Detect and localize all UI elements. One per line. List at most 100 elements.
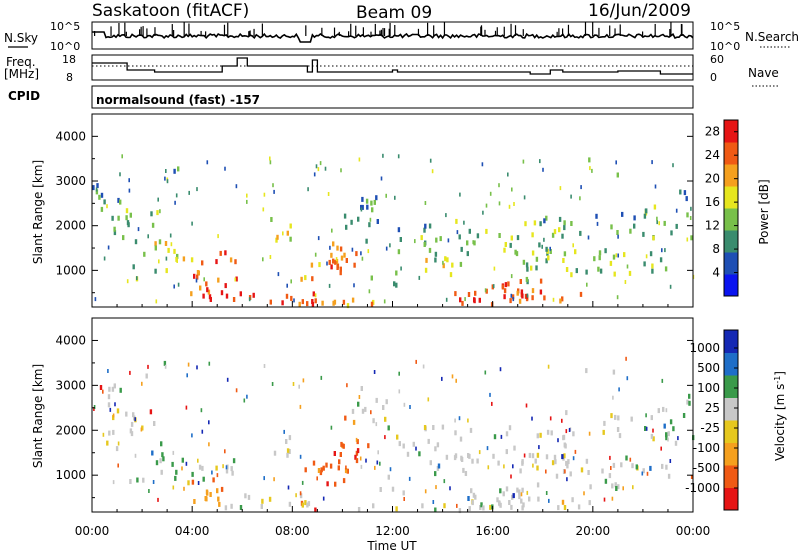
power-cell — [334, 259, 337, 265]
velocity-cell — [342, 478, 346, 484]
power-cell — [154, 268, 157, 274]
velocity-cell — [377, 450, 379, 455]
velocity-cbar-segment — [724, 397, 738, 421]
velocity-cell — [580, 467, 584, 473]
power-cell — [617, 253, 619, 258]
velocity-cell — [108, 430, 111, 436]
power-cell — [203, 277, 205, 282]
power-cell — [559, 298, 562, 304]
velocity-cell — [500, 434, 503, 439]
xtick-label: 12:00 — [375, 524, 410, 538]
power-cell — [176, 259, 178, 263]
power-cell — [643, 213, 647, 219]
power-cbar-tick-label: 16 — [705, 195, 720, 209]
power-cell — [314, 252, 317, 257]
power-cell — [658, 221, 660, 226]
velocity-cell — [329, 463, 333, 469]
power-cell — [190, 257, 194, 263]
power-cell — [333, 299, 337, 305]
power-cell — [579, 291, 583, 297]
power-cell — [525, 276, 529, 282]
power-cell — [509, 242, 512, 248]
velocity-cell — [384, 416, 387, 422]
velocity-cell — [429, 460, 432, 466]
power-cell — [530, 265, 533, 271]
power-cell — [473, 298, 476, 304]
power-cell — [182, 256, 186, 262]
power-cell — [310, 262, 314, 268]
power-cell — [424, 267, 428, 273]
power-cell — [442, 263, 445, 269]
velocity-cell — [243, 398, 246, 403]
power-cell — [523, 195, 526, 200]
power-cell — [624, 280, 627, 284]
power-cell — [466, 251, 469, 257]
velocity-cell — [287, 485, 290, 490]
power-cell — [235, 276, 238, 282]
power-cell — [613, 271, 616, 277]
velocity-cell — [132, 412, 135, 418]
velocity-cell — [441, 424, 445, 430]
velocity-colorbar: 1000 500 100 25 -25 -100 -500 -1000 — [685, 329, 739, 511]
xtick-label: 16:00 — [475, 524, 510, 538]
velocity-cell — [521, 459, 524, 465]
velocity-cell — [458, 416, 461, 421]
power-cell — [289, 236, 292, 242]
power-cell — [604, 248, 607, 254]
velocity-cell — [625, 455, 628, 461]
power-cell — [217, 277, 220, 283]
power-cell — [119, 199, 122, 205]
velocity-cell — [523, 453, 526, 458]
power-cell — [559, 186, 562, 191]
velocity-cell — [617, 484, 620, 490]
power-cell — [158, 259, 160, 264]
velocity-cell — [434, 471, 437, 477]
velocity-cell — [387, 474, 390, 480]
velocity-cell — [469, 427, 473, 433]
power-cell — [400, 266, 402, 271]
velocity-cell — [625, 356, 627, 361]
velocity-cell — [196, 365, 198, 370]
power-cell — [542, 167, 544, 172]
velocity-cell — [571, 497, 574, 503]
power-cell — [360, 251, 362, 256]
velocity-cell — [536, 433, 539, 439]
power-cell — [319, 161, 322, 166]
power-cell — [656, 216, 658, 221]
velocity-cell — [476, 458, 479, 464]
cpid-text: normalsound (fast) -157 — [96, 93, 260, 107]
power-cell — [330, 252, 333, 258]
power-cell — [424, 223, 427, 229]
velocity-cell — [551, 460, 555, 466]
velocity-cell — [422, 364, 425, 369]
power-cell — [382, 153, 384, 158]
power-cell — [335, 257, 338, 262]
velocity-cell — [102, 389, 104, 394]
ytick-label: 4000 — [55, 333, 86, 347]
velocity-cell — [149, 409, 153, 415]
power-cell — [519, 279, 522, 284]
power-cell — [509, 298, 512, 304]
velocity-cbar-segment — [724, 420, 738, 443]
power-cell — [533, 220, 537, 226]
velocity-cell — [423, 425, 427, 430]
power-cell — [621, 211, 624, 217]
power-cell — [531, 232, 534, 238]
velocity-cell — [528, 496, 531, 502]
power-cell — [106, 204, 108, 209]
power-cell — [329, 245, 331, 250]
cpid-frame — [91, 85, 694, 109]
power-cell — [155, 299, 158, 304]
power-cell — [675, 223, 678, 229]
power-cell — [339, 246, 343, 252]
power-cell — [169, 233, 172, 238]
power-cell — [455, 218, 458, 224]
velocity-cell — [159, 458, 162, 464]
power-cell — [383, 299, 386, 304]
velocity-cell — [191, 471, 194, 477]
velocity-cell — [387, 425, 390, 431]
power-cell — [561, 296, 564, 302]
power-cell — [351, 247, 354, 252]
velocity-cell — [175, 469, 178, 475]
power-cell — [545, 215, 548, 221]
